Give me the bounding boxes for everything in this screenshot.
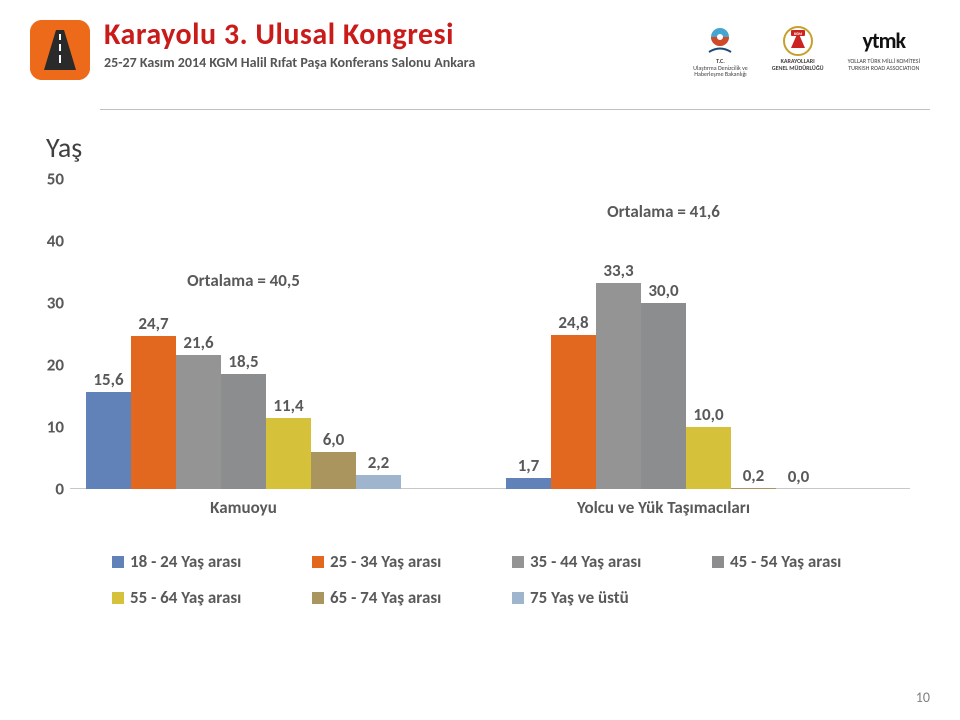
annotation-label: Ortalama = 41,6 <box>607 201 720 222</box>
sponsor-3-bottom: YOLLAR TÜRK MİLLİ KOMİTESİ TURKISH ROAD … <box>848 58 920 71</box>
header-text-block: Karayolu 3. Ulusal Kongresi 25-27 Kasım … <box>104 20 693 71</box>
header-divider <box>100 109 930 110</box>
bar-value-label: 18,5 <box>228 351 258 372</box>
ytmk-logo-icon: ytmk <box>867 24 901 58</box>
legend-swatch <box>112 592 124 604</box>
plot-area: 01020304050 KamuoyuYolcu ve Yük Taşımacı… <box>70 179 910 489</box>
bar: 2,2 <box>356 475 401 489</box>
slide-header: Karayolu 3. Ulusal Kongresi 25-27 Kasım … <box>0 0 960 120</box>
bar-value-label: 33,3 <box>603 260 633 281</box>
bar-value-label: 24,7 <box>138 313 168 334</box>
legend-swatch <box>712 556 724 568</box>
bar-value-label: 21,6 <box>183 332 213 353</box>
bar: 0,2 <box>731 488 776 489</box>
legend-label: 75 Yaş ve üstü <box>530 587 629 608</box>
y-axis: 01020304050 <box>36 179 70 489</box>
slide-page: Karayolu 3. Ulusal Kongresi 25-27 Kasım … <box>0 0 960 720</box>
legend-swatch <box>512 592 524 604</box>
bar: 10,0 <box>686 427 731 489</box>
y-tick: 40 <box>47 231 64 252</box>
legend-label: 65 - 74 Yaş arası <box>330 587 441 608</box>
bar: 6,0 <box>311 452 356 489</box>
bar-value-label: 11,4 <box>273 395 303 416</box>
bar-value-label: 1,7 <box>518 455 540 476</box>
legend-label: 35 - 44 Yaş arası <box>530 551 641 572</box>
event-title: Karayolu 3. Ulusal Kongresi <box>104 20 693 50</box>
bar-value-label: 6,0 <box>323 429 345 450</box>
legend-item: 65 - 74 Yaş arası <box>312 587 441 608</box>
legend-item: 35 - 44 Yaş arası <box>512 551 641 572</box>
bar-value-label: 24,8 <box>558 312 588 333</box>
legend-swatch <box>512 556 524 568</box>
x-category-label: Yolcu ve Yük Taşımacıları <box>577 497 750 518</box>
bar-value-label: 2,2 <box>368 452 390 473</box>
legend-row: 55 - 64 Yaş arası 65 - 74 Yaş arası 75 Yaş… <box>112 587 852 613</box>
legend-item: 55 - 64 Yaş arası <box>112 587 241 608</box>
y-tick: 20 <box>47 355 64 376</box>
svg-text:KGM: KGM <box>794 32 803 37</box>
legend: 18 - 24 Yaş arası 25 - 34 Yaş arası 35 - 4… <box>112 551 852 613</box>
bar: 15,6 <box>86 392 131 489</box>
legend-label: 25 - 34 Yaş arası <box>330 551 441 572</box>
chart-title: Yaş <box>46 130 920 165</box>
annotation-label: Ortalama = 40,5 <box>187 270 300 291</box>
bar: 24,8 <box>551 335 596 489</box>
globe-anchor-icon <box>703 24 737 58</box>
bar: 1,7 <box>506 478 551 489</box>
bar: 21,6 <box>176 355 221 489</box>
bar-value-label: 30,0 <box>648 280 678 301</box>
sponsor-3: ytmk YOLLAR TÜRK MİLLİ KOMİTESİ TURKISH … <box>848 24 920 71</box>
legend-row: 18 - 24 Yaş arası 25 - 34 Yaş arası 35 - 4… <box>112 551 852 577</box>
bar: 30,0 <box>641 303 686 489</box>
sponsor-2-bottom: KARAYOLLARI GENEL MÜDÜRLÜĞÜ <box>772 58 824 71</box>
y-tick: 50 <box>47 169 64 190</box>
legend-item: 18 - 24 Yaş arası <box>112 551 241 572</box>
y-tick: 0 <box>55 479 64 500</box>
sponsor-2: KGM KARAYOLLARI GENEL MÜDÜRLÜĞÜ <box>772 24 824 71</box>
event-logo <box>30 20 90 80</box>
road-k-icon <box>30 20 90 80</box>
chart-container: Yaş 01020304050 KamuoyuYolcu ve Yük Taşı… <box>40 130 920 623</box>
bar-value-label: 0,0 <box>788 466 810 487</box>
sponsor-1-bottom: Ulaştırma Denizcilik ve Haberleşme Bakan… <box>693 65 748 78</box>
bar-value-label: 15,6 <box>93 369 123 390</box>
legend-label: 18 - 24 Yaş arası <box>130 551 241 572</box>
page-number: 10 <box>916 689 930 706</box>
sponsor-1: T.C. Ulaştırma Denizcilik ve Haberleşme … <box>693 24 748 78</box>
sponsor-logo-strip: T.C. Ulaştırma Denizcilik ve Haberleşme … <box>693 24 920 78</box>
bar: 33,3 <box>596 283 641 489</box>
legend-swatch <box>112 556 124 568</box>
legend-item: 45 - 54 Yaş arası <box>712 551 841 572</box>
legend-label: 45 - 54 Yaş arası <box>730 551 841 572</box>
legend-swatch <box>312 592 324 604</box>
y-tick: 10 <box>47 417 64 438</box>
event-subtitle: 25-27 Kasım 2014 KGM Halil Rıfat Paşa Ko… <box>104 54 693 71</box>
y-tick: 30 <box>47 293 64 314</box>
bar-value-label: 10,0 <box>693 404 723 425</box>
bar-value-label: 0,2 <box>743 465 765 486</box>
x-category-label: Kamuoyu <box>210 497 277 518</box>
legend-item: 75 Yaş ve üstü <box>512 587 629 608</box>
kgm-shield-icon: KGM <box>781 24 815 58</box>
legend-swatch <box>312 556 324 568</box>
legend-item: 25 - 34 Yaş arası <box>312 551 441 572</box>
bar: 18,5 <box>221 374 266 489</box>
bar: 24,7 <box>131 336 176 489</box>
bar: 11,4 <box>266 418 311 489</box>
legend-label: 55 - 64 Yaş arası <box>130 587 241 608</box>
